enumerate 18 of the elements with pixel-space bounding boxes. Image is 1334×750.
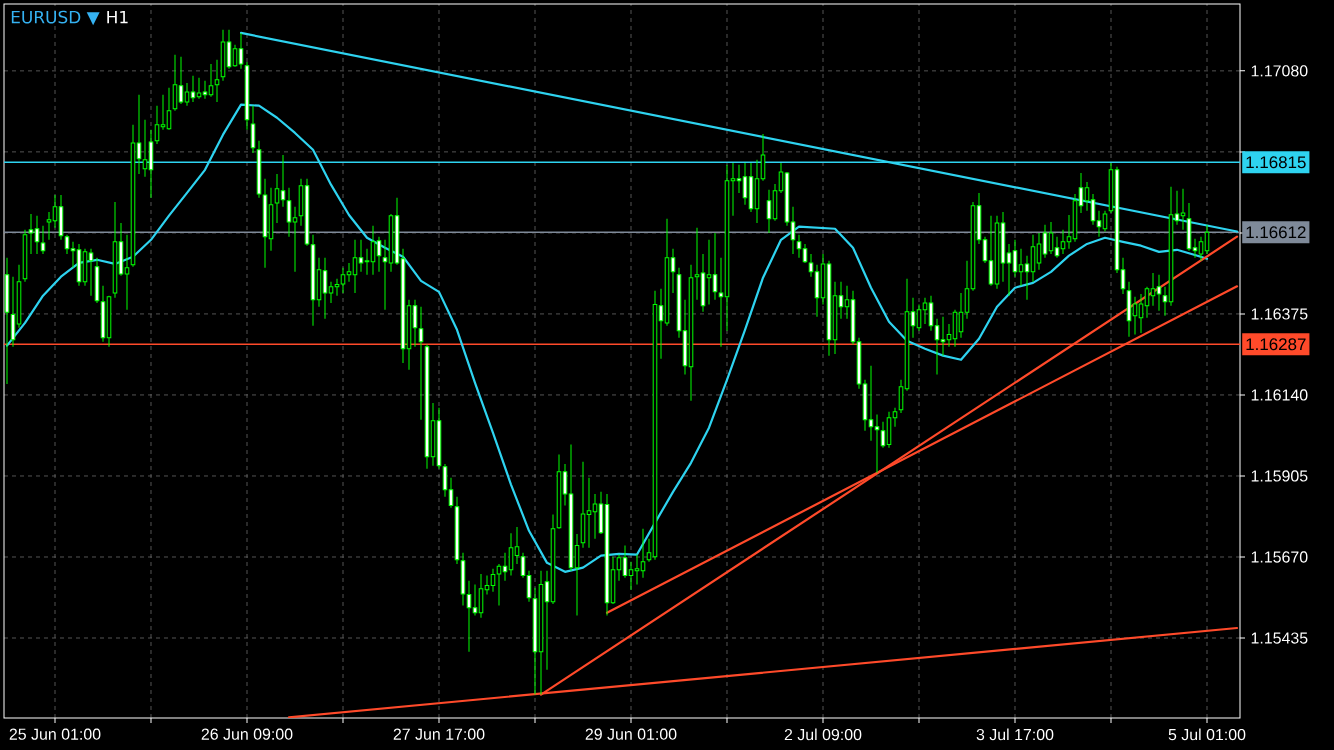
x-tick-label: 26 Jun 09:00 (201, 728, 293, 740)
y-tick-label: 1.16140 (1251, 389, 1308, 401)
x-tick-label: 2 Jul 09:00 (784, 728, 862, 741)
ref-line-label: 1.16287 (1246, 338, 1306, 351)
x-tick-label: 25 Jun 01:00 (9, 728, 101, 740)
chart-subtitle: H1 (107, 10, 128, 24)
y-tick-label: 1.15905 (1251, 470, 1308, 482)
x-tick-label: 27 Jun 17:00 (393, 728, 485, 740)
ref-line-label: 1.16815 (1246, 156, 1306, 169)
x-tick-label: 3 Jul 17:00 (976, 728, 1054, 741)
y-tick-label: 1.15435 (1251, 632, 1308, 644)
x-tick-label: 5 Jul 01:00 (1168, 728, 1246, 741)
chart-title: EURUSD ▼ (11, 10, 100, 26)
ref-line-label: 1.16612 (1246, 226, 1306, 239)
y-tick-label: 1.17080 (1251, 65, 1308, 77)
x-tick-label: 29 Jun 01:00 (585, 728, 677, 740)
y-tick-label: 1.16375 (1251, 308, 1308, 320)
y-tick-label: 1.15670 (1251, 551, 1308, 563)
